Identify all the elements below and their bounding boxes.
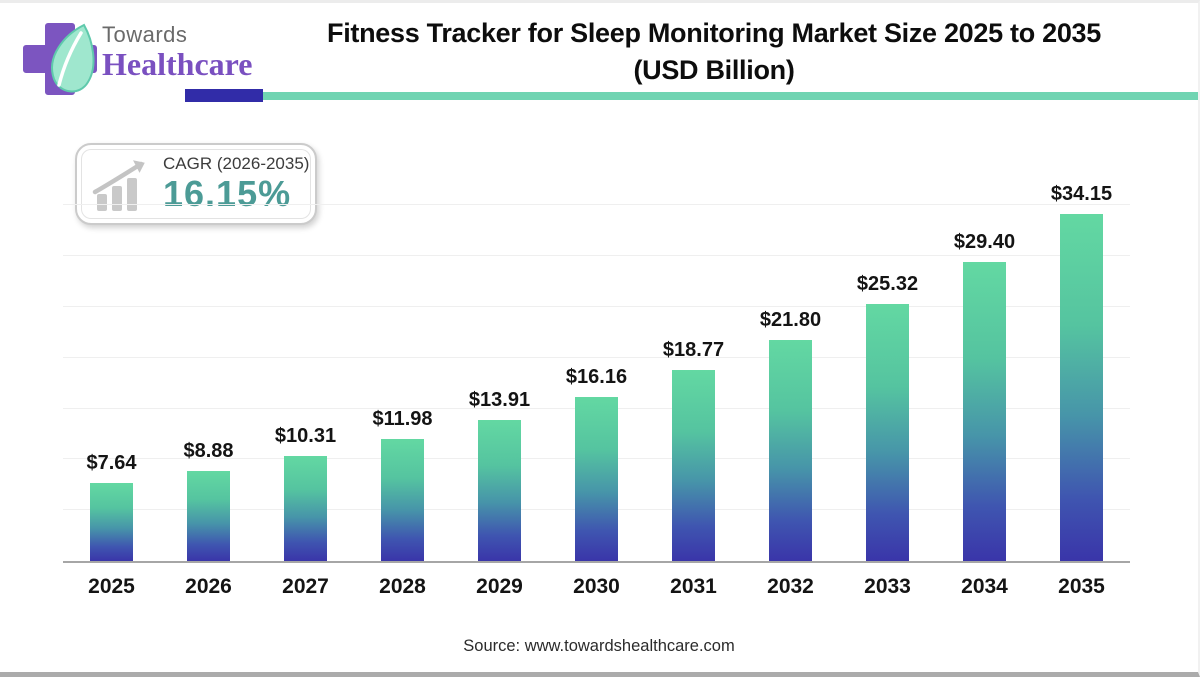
title-line-1: Fitness Tracker for Sleep Monitoring Mar… — [327, 18, 1101, 48]
bar-value-label: $7.64 — [86, 452, 137, 474]
bar-value-label: $25.32 — [856, 273, 919, 295]
bar-year-label: 2029 — [476, 575, 523, 598]
bar-value-label: $34.15 — [1050, 183, 1113, 205]
divider-line — [263, 92, 1198, 100]
gridline — [63, 306, 1130, 307]
bar-chart-bars: $7.64 2025 $8.88 2026 $10.31 2027 $11.98 2028 $1… — [63, 153, 1130, 598]
bar-year-label: 2033 — [864, 575, 911, 598]
logo-text: Towards Healthcare — [102, 22, 253, 82]
cagr-label: CAGR (2026-2035) — [163, 154, 310, 173]
bar — [1060, 214, 1103, 561]
bar — [478, 420, 521, 561]
bar-column: $18.77 2031 — [645, 153, 742, 598]
bar — [90, 483, 133, 561]
bar-value-label: $21.80 — [759, 309, 822, 331]
bar-value-label: $8.88 — [183, 440, 234, 462]
bar — [963, 262, 1006, 561]
bar-column: $7.64 2025 — [63, 153, 160, 598]
logo: Towards Healthcare — [16, 15, 276, 101]
bar-value-label: $13.91 — [468, 389, 531, 411]
bar-column: $29.40 2034 — [936, 153, 1033, 598]
bar-year-label: 2032 — [767, 575, 814, 598]
bar — [575, 397, 618, 561]
bar-column: $10.31 2027 — [257, 153, 354, 598]
bar-value-label: $11.98 — [372, 408, 433, 430]
bar — [769, 340, 812, 561]
logo-towards: Towards — [102, 22, 188, 47]
cagr-value: 16.15% — [163, 173, 292, 214]
bar-year-label: 2027 — [282, 575, 329, 598]
healthcare-cross-leaf-icon — [23, 23, 97, 95]
bar-year-label: 2034 — [961, 575, 1008, 598]
gridline — [63, 255, 1130, 257]
bar-value-label: $16.16 — [565, 366, 628, 388]
source-text: Source: www.towardshealthcare.com — [463, 637, 735, 655]
bar-column: $8.88 2026 — [160, 153, 257, 598]
bar — [284, 456, 327, 561]
bar-year-label: 2025 — [88, 575, 135, 598]
title-line-2: (USD Billion) — [633, 55, 795, 85]
bar-year-label: 2030 — [573, 575, 620, 598]
bar-column: $16.16 2030 — [548, 153, 645, 598]
bar-column: $21.80 2032 — [742, 153, 839, 598]
bar-value-label: $10.31 — [274, 425, 337, 447]
cagr-badge: CAGR (2026-2035) 16.15% — [75, 143, 317, 225]
page-title: Fitness Tracker for Sleep Monitoring Mar… — [255, 15, 1173, 89]
divider-accent-block — [185, 89, 263, 102]
bar-year-label: 2035 — [1058, 575, 1105, 598]
bar — [381, 439, 424, 561]
bar-column: $25.32 2033 — [839, 153, 936, 598]
bar-value-label: $18.77 — [662, 339, 725, 361]
bar-value-label: $29.40 — [953, 231, 1016, 253]
growth-chart-icon — [92, 160, 145, 211]
bar-column: $11.98 2028 — [354, 153, 451, 598]
bar — [187, 471, 230, 561]
bar-year-label: 2026 — [185, 575, 232, 598]
logo-healthcare: Healthcare — [102, 46, 253, 82]
bar — [672, 370, 715, 561]
bar-year-label: 2031 — [670, 575, 717, 598]
bar — [866, 304, 909, 561]
bar-year-label: 2028 — [379, 575, 426, 598]
gridline — [63, 204, 1130, 206]
bar-column: $13.91 2029 — [451, 153, 548, 598]
bar-chart: $7.64 2025 $8.88 2026 $10.31 2027 $11.98 2028 $1… — [63, 153, 1130, 598]
cagr-texts: CAGR (2026-2035) 16.15% — [163, 154, 309, 214]
gridline — [63, 356, 1130, 358]
bar-column: $34.15 2035 — [1033, 153, 1130, 598]
